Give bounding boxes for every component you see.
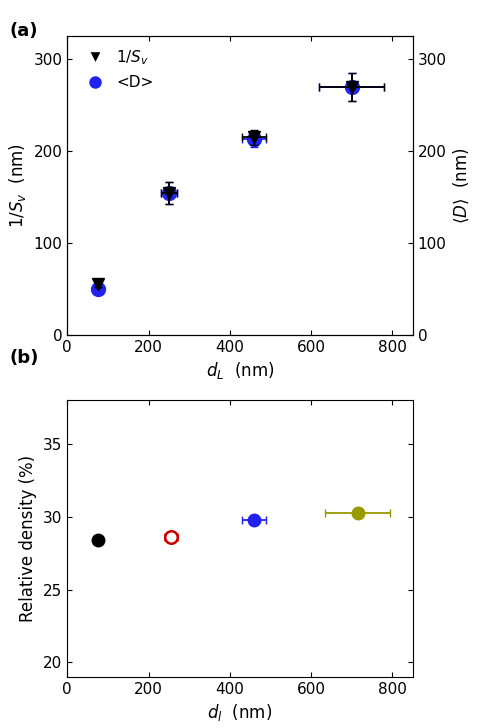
Y-axis label: $1/S_v$  (nm): $1/S_v$ (nm) [7,143,28,228]
Text: (b): (b) [10,349,39,368]
Y-axis label: $\langle D \rangle$  (nm): $\langle D \rangle$ (nm) [452,147,471,224]
Y-axis label: Relative density (%): Relative density (%) [19,455,37,622]
X-axis label: $d_L$  (nm): $d_L$ (nm) [206,360,274,381]
Legend: 1/$S_v$, <D>: 1/$S_v$, <D> [75,44,158,95]
X-axis label: $d_l$  (nm): $d_l$ (nm) [207,703,273,724]
Text: (a): (a) [10,22,38,40]
